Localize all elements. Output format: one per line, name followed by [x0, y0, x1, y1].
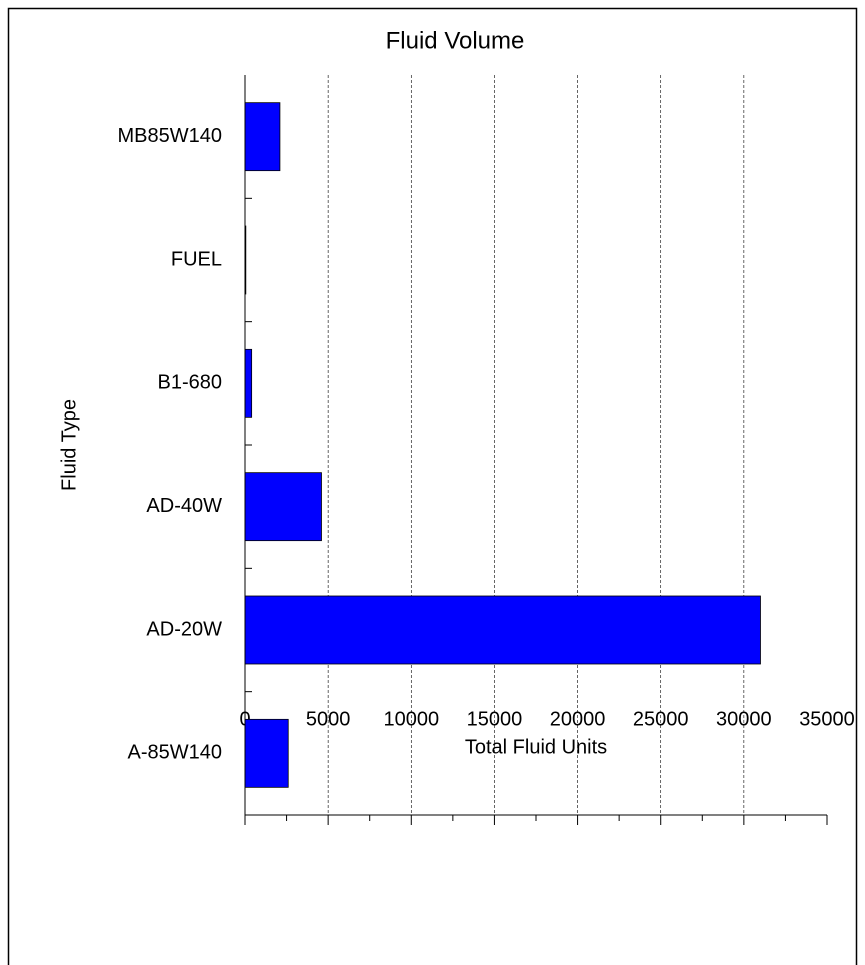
x-tick-label: 35000 [799, 708, 855, 730]
bar [244, 472, 322, 542]
x-tick-label: 15000 [467, 708, 523, 730]
frame [7, 7, 858, 965]
y-tick-label: AD-20W [146, 618, 222, 640]
y-tick-label: A-85W140 [128, 742, 223, 764]
bar [244, 595, 761, 665]
x-tick-label: 20000 [550, 708, 606, 730]
bar [244, 718, 289, 788]
y-tick-label: B1-680 [158, 372, 223, 394]
x-tick-label: 25000 [633, 708, 689, 730]
x-tick-label: 10000 [383, 708, 439, 730]
y-tick-label: AD-40W [146, 495, 222, 517]
x-tick-label: 30000 [716, 708, 772, 730]
y-axis-label: Fluid Type [58, 399, 80, 491]
x-tick-label: 5000 [306, 708, 351, 730]
y-tick-label: MB85W140 [118, 125, 223, 147]
chart-title: Fluid Volume [386, 27, 525, 54]
y-tick-label: FUEL [171, 248, 222, 270]
bar [244, 102, 281, 172]
bar [244, 348, 253, 418]
x-axis-label: Total Fluid Units [465, 736, 607, 758]
